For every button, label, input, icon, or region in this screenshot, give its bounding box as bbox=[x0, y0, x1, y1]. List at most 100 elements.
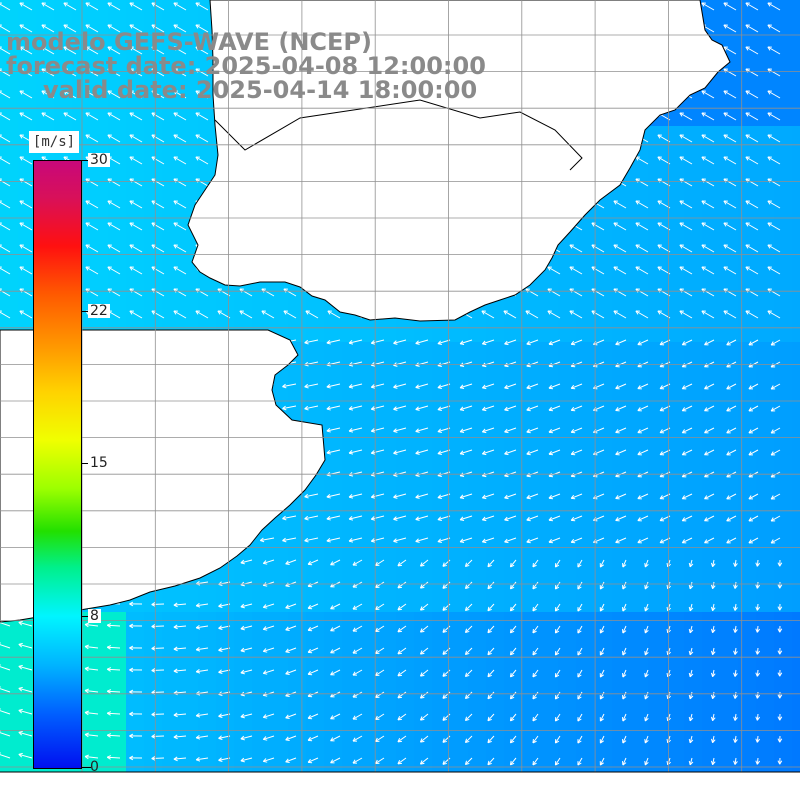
wind-cell bbox=[774, 198, 792, 216]
wind-arrow bbox=[464, 625, 473, 634]
wind-cell bbox=[738, 684, 756, 702]
wind-arrow bbox=[173, 288, 187, 297]
wind-arrow bbox=[326, 493, 341, 499]
wind-cell bbox=[0, 18, 18, 36]
wind-arrow bbox=[397, 691, 407, 699]
wind-cell bbox=[684, 630, 702, 648]
wind-cell bbox=[576, 522, 594, 540]
wind-cell bbox=[306, 792, 324, 800]
wind-cell bbox=[126, 90, 144, 108]
wind-arrow bbox=[503, 310, 517, 319]
wind-arrow bbox=[723, 288, 737, 297]
wind-cell bbox=[558, 666, 576, 684]
wind-cell bbox=[36, 684, 54, 702]
wind-cell bbox=[612, 432, 630, 450]
wind-cell bbox=[684, 468, 702, 486]
wind-arrow bbox=[19, 244, 33, 253]
wind-cell bbox=[702, 432, 720, 450]
wind-arrow bbox=[723, 178, 737, 187]
wind-cell bbox=[414, 414, 432, 432]
wind-cell bbox=[756, 360, 774, 378]
wind-arrow bbox=[218, 647, 231, 653]
wind-cell bbox=[360, 576, 378, 594]
wind-arrow bbox=[569, 288, 583, 297]
wind-arrow bbox=[532, 647, 539, 656]
wind-cell bbox=[504, 414, 522, 432]
wind-cell bbox=[198, 720, 216, 738]
wind-arrow bbox=[419, 581, 429, 589]
wind-cell bbox=[414, 612, 432, 630]
wind-arrow bbox=[239, 288, 253, 297]
wind-cell bbox=[576, 486, 594, 504]
wind-arrow bbox=[710, 559, 716, 568]
wind-cell bbox=[702, 738, 720, 756]
wind-cell bbox=[324, 612, 342, 630]
wind-cell bbox=[162, 738, 180, 756]
wind-arrow bbox=[84, 622, 99, 628]
wind-cell bbox=[684, 252, 702, 270]
wind-cell bbox=[702, 630, 720, 648]
wind-arrow bbox=[151, 602, 165, 607]
wind-cell bbox=[108, 630, 126, 648]
wind-cell bbox=[594, 288, 612, 306]
wind-cell bbox=[72, 612, 90, 630]
wind-arrow bbox=[18, 620, 33, 627]
wind-arrow bbox=[437, 427, 451, 433]
wind-cell bbox=[18, 72, 36, 90]
wind-cell bbox=[432, 396, 450, 414]
wind-arrow bbox=[748, 339, 759, 346]
wind-arrow bbox=[106, 667, 121, 672]
wind-cell bbox=[792, 486, 800, 504]
wind-cell bbox=[576, 774, 594, 792]
wind-arrow bbox=[307, 735, 319, 742]
wind-cell bbox=[162, 270, 180, 288]
wind-arrow bbox=[370, 405, 385, 411]
wind-arrow bbox=[326, 383, 341, 389]
wind-cell bbox=[720, 702, 738, 720]
wind-cell bbox=[738, 594, 756, 612]
wind-arrow bbox=[748, 427, 759, 434]
wind-cell bbox=[198, 774, 216, 792]
wind-cell bbox=[594, 540, 612, 558]
wind-cell bbox=[612, 774, 630, 792]
wind-cell bbox=[684, 450, 702, 468]
wind-arrow bbox=[437, 449, 451, 455]
wind-cell bbox=[558, 324, 576, 342]
wind-cell bbox=[792, 144, 800, 162]
wind-arrow bbox=[599, 669, 605, 678]
wind-arrow bbox=[554, 625, 561, 634]
wind-arrow bbox=[504, 493, 517, 500]
wind-arrow bbox=[262, 713, 275, 719]
wind-cell bbox=[252, 792, 270, 800]
wind-arrow bbox=[173, 646, 187, 652]
wind-cell bbox=[774, 468, 792, 486]
wind-cell bbox=[720, 792, 738, 800]
wind-cell bbox=[504, 774, 522, 792]
wind-arrow bbox=[375, 713, 385, 721]
wind-cell bbox=[522, 522, 540, 540]
wind-cell bbox=[612, 540, 630, 558]
wind-arrow bbox=[330, 625, 341, 632]
wind-arrow bbox=[240, 603, 253, 609]
wind-cell bbox=[432, 630, 450, 648]
wind-cell bbox=[252, 684, 270, 702]
wind-cell bbox=[126, 306, 144, 324]
wind-cell bbox=[648, 144, 666, 162]
wind-cell bbox=[144, 702, 162, 720]
wind-arrow bbox=[532, 713, 539, 722]
wind-cell bbox=[720, 126, 738, 144]
wind-arrow bbox=[644, 625, 649, 634]
wind-cell bbox=[630, 306, 648, 324]
wind-cell bbox=[198, 756, 216, 772]
wind-arrow bbox=[240, 735, 253, 741]
wind-arrow bbox=[777, 603, 783, 611]
wind-cell bbox=[558, 450, 576, 468]
wind-cell bbox=[18, 702, 36, 720]
wind-cell bbox=[252, 306, 270, 324]
wind-arrow bbox=[330, 647, 341, 654]
wind-cell bbox=[126, 198, 144, 216]
wind-cell bbox=[630, 630, 648, 648]
wind-cell bbox=[576, 270, 594, 288]
wind-cell bbox=[324, 396, 342, 414]
wind-cell bbox=[108, 216, 126, 234]
